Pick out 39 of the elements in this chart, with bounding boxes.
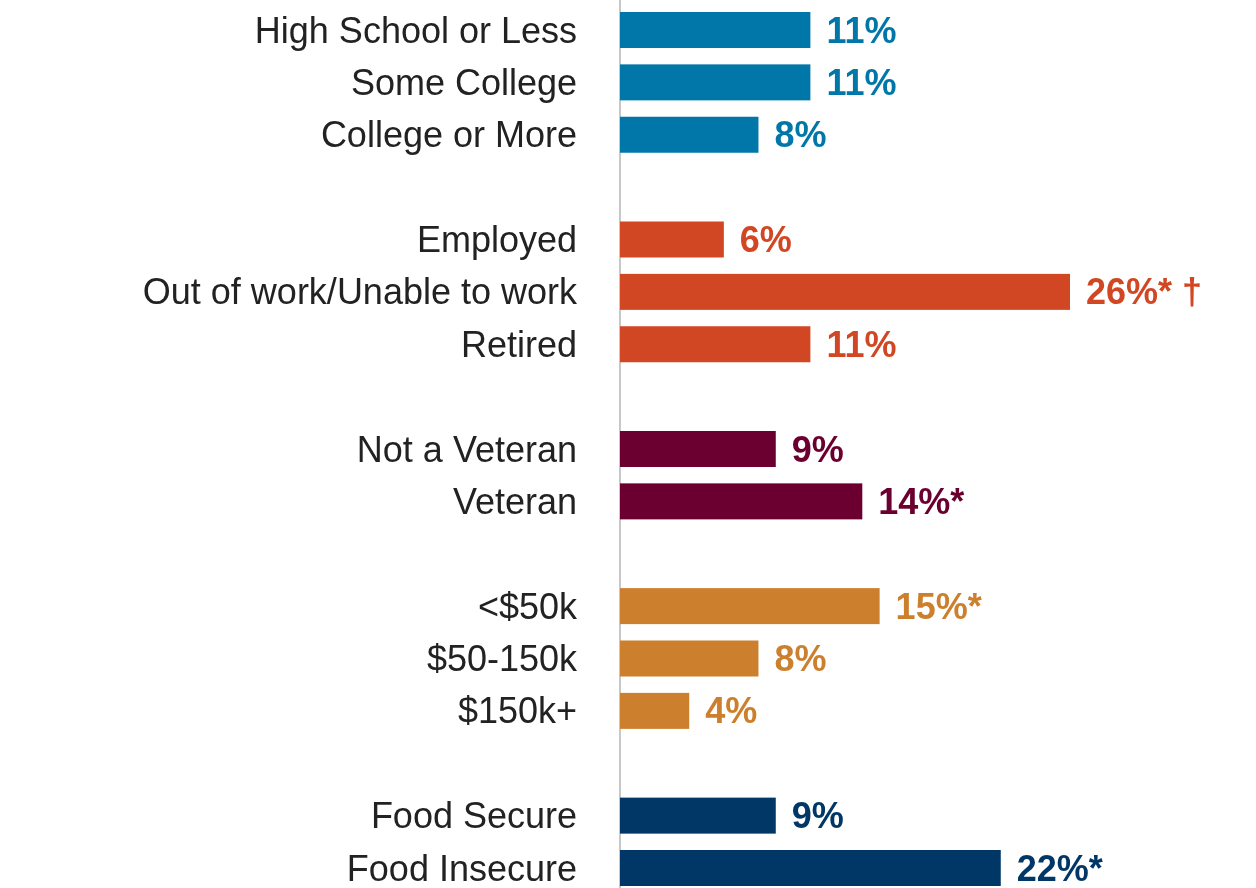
y-tick-label: High School or Less <box>254 9 577 51</box>
bar <box>620 431 776 467</box>
y-tick-label: $50-150k <box>426 638 578 680</box>
data-label: 15%* <box>895 585 982 627</box>
bar <box>620 116 759 153</box>
bar <box>620 692 690 729</box>
y-tick-label: Some College <box>350 61 577 103</box>
data-label: 9% <box>791 795 844 837</box>
y-tick-label: College or More <box>320 114 577 156</box>
bar <box>620 12 811 48</box>
data-label: 9% <box>791 428 844 470</box>
y-tick-label: Food Secure <box>370 795 577 837</box>
data-label: 11% <box>826 323 897 365</box>
data-label: 8% <box>774 638 827 680</box>
data-label: 14%* <box>878 480 965 522</box>
bar <box>620 797 776 834</box>
data-label: 22%* <box>1016 847 1103 888</box>
bar <box>620 850 1001 886</box>
y-tick-label: <$50k <box>477 585 578 627</box>
bar <box>620 273 1070 310</box>
bar <box>620 326 811 363</box>
bar <box>620 483 863 520</box>
y-tick-label: Retired <box>460 323 577 365</box>
bar <box>620 640 759 677</box>
y-tick-label: Employed <box>416 219 577 261</box>
y-tick-label: $150k+ <box>457 690 577 732</box>
bar <box>620 588 880 625</box>
bar <box>620 64 811 101</box>
data-label: 26%* † <box>1086 271 1203 313</box>
y-tick-label: Food Insecure <box>346 847 577 888</box>
data-label: 4% <box>705 690 758 732</box>
data-label: 8% <box>774 114 827 156</box>
data-label: 6% <box>739 219 792 261</box>
y-tick-label: Out of work/Unable to work <box>142 271 578 313</box>
y-tick-label: Veteran <box>452 480 577 522</box>
data-label: 11% <box>826 9 897 51</box>
data-label: 11% <box>826 61 897 103</box>
y-tick-label: Not a Veteran <box>356 428 577 470</box>
bar <box>620 221 724 258</box>
